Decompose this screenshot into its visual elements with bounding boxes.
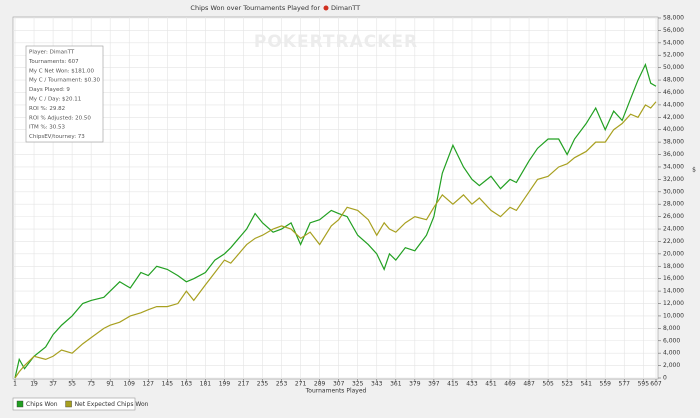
y-tick-label: 26,000	[663, 213, 684, 220]
x-tick-label: 577	[619, 381, 631, 388]
x-tick-label: 217	[238, 381, 250, 388]
y-tick-label: 4,000	[663, 350, 680, 357]
x-tick-label: 55	[68, 381, 76, 388]
x-tick-label: 307	[333, 381, 345, 388]
legend	[12, 397, 136, 411]
x-tick-label: 397	[428, 381, 440, 388]
x-tick-label: 37	[49, 381, 57, 388]
info-line: ITM %: 30.53	[29, 125, 66, 131]
x-tick-label: 289	[314, 381, 326, 388]
plot-area	[12, 16, 659, 380]
x-tick-label: 127	[143, 381, 155, 388]
y-tick-label: 8,000	[663, 325, 680, 332]
x-tick-label: 433	[466, 381, 478, 388]
x-tick-label: 199	[219, 381, 231, 388]
x-tick-label: 73	[87, 381, 95, 388]
x-tick-label: 343	[371, 381, 383, 388]
y-tick-label: 10,000	[663, 312, 684, 319]
info-line: My C / Day: $20.11	[29, 97, 81, 103]
info-line: Player: DimanTT	[29, 50, 75, 56]
y-tick-label: 50,000	[663, 64, 684, 71]
y-tick-label: 56,000	[663, 27, 684, 34]
legend-swatch	[16, 400, 24, 408]
legend-label: Net Expected Chips Won	[75, 401, 149, 408]
legend-label: Chips Won	[26, 401, 58, 408]
x-tick-label: 559	[600, 381, 612, 388]
y-tick-label: 44,000	[663, 101, 684, 108]
x-tick-label: 91	[106, 381, 114, 388]
x-tick-label: 1	[13, 381, 17, 388]
x-tick-label: 607	[650, 381, 662, 388]
info-line: ROI %: 29.82	[29, 106, 65, 112]
x-tick-label: 523	[561, 381, 573, 388]
y-tick-label: 42,000	[663, 114, 684, 121]
y-tick-label: 22,000	[663, 238, 684, 245]
y-tick-label: 32,000	[663, 176, 684, 183]
player-icon	[323, 5, 329, 11]
info-box	[25, 45, 104, 143]
x-tick-label: 181	[200, 381, 212, 388]
x-tick-label: 163	[181, 381, 193, 388]
y-tick-label: 16,000	[663, 275, 684, 282]
info-line: Tournaments: 607	[28, 59, 79, 65]
x-tick-label: 109	[124, 381, 136, 388]
chart-title-player: DimanTT	[331, 4, 360, 12]
y-tick-label: 28,000	[663, 201, 684, 208]
x-tick-label: 595	[638, 381, 650, 388]
y-tick-label: 20,000	[663, 250, 684, 257]
y-tick-label: 6,000	[663, 337, 680, 344]
y-tick-label: 48,000	[663, 77, 684, 84]
y-tick-label: 36,000	[663, 151, 684, 158]
info-line: ChipsEV/tourney: 73	[29, 134, 85, 140]
y-tick-label: 2,000	[663, 362, 680, 369]
x-tick-label: 325	[352, 381, 364, 388]
x-tick-label: 253	[276, 381, 288, 388]
y-tick-label: 38,000	[663, 139, 684, 146]
y-tick-label: 18,000	[663, 263, 684, 270]
info-line: My C / Tournament: $0.30	[29, 78, 100, 84]
x-tick-label: 451	[485, 381, 497, 388]
legend-swatch	[65, 400, 72, 408]
x-tick-label: 271	[295, 381, 307, 388]
y-tick-label: 58,000	[663, 15, 684, 22]
series-line	[14, 101, 657, 379]
y-tick-label: 40,000	[663, 126, 684, 133]
x-axis-label: Tournaments Played	[305, 388, 367, 395]
info-line: ROI % Adjusted: 20.50	[29, 115, 91, 121]
y-tick-label: 54,000	[663, 39, 684, 46]
chart-title: Chips Won over Tournaments Played for	[190, 4, 320, 12]
y-tick-label: 24,000	[663, 226, 684, 233]
info-line: My C Net Won: $181.00	[29, 68, 95, 74]
y-tick-label: 46,000	[663, 89, 684, 96]
y-tick-label: 52,000	[663, 52, 684, 59]
y-tick-label: 14,000	[663, 288, 684, 295]
x-tick-label: 469	[504, 381, 516, 388]
y-tick-label: 0	[663, 375, 667, 382]
x-tick-label: 541	[580, 381, 592, 388]
x-tick-label: 19	[30, 381, 38, 388]
y-tick-label: 30,000	[663, 188, 684, 195]
y-axis-label: $	[692, 167, 696, 174]
watermark: POKERTRACKER	[254, 32, 418, 52]
y-tick-label: 34,000	[663, 163, 684, 170]
y-tick-label: 12,000	[663, 300, 684, 307]
x-tick-label: 379	[409, 381, 421, 388]
x-tick-label: 487	[523, 381, 535, 388]
series-line	[14, 62, 657, 379]
x-tick-label: 235	[257, 381, 269, 388]
x-tick-label: 505	[542, 381, 554, 388]
info-line: Days Played: 9	[29, 87, 70, 93]
x-tick-label: 415	[447, 381, 459, 388]
x-tick-label: 145	[162, 381, 174, 388]
x-tick-label: 361	[390, 381, 402, 388]
